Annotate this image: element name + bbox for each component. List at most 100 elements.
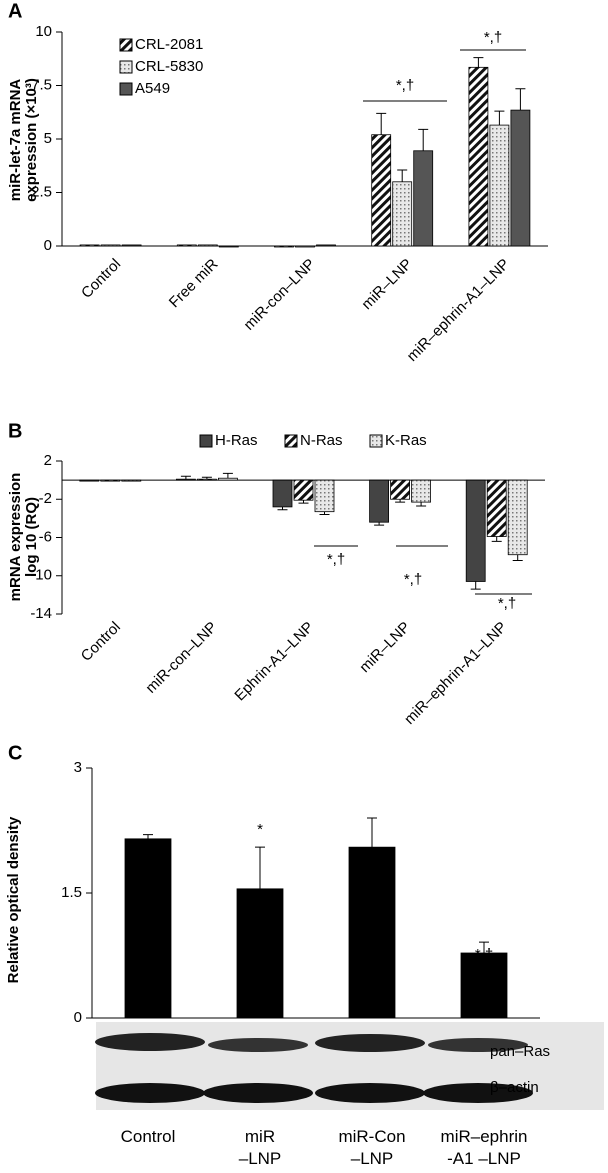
bar	[79, 244, 100, 247]
significance-label: *,†	[498, 595, 516, 612]
bar	[486, 479, 507, 537]
bar	[293, 479, 314, 501]
x-tick-label: miR–LNP	[358, 256, 415, 313]
error-bar	[479, 941, 489, 953]
y-tick-label: 0	[74, 1009, 82, 1026]
error-bar	[374, 522, 385, 526]
x-tick-label: Control	[78, 256, 124, 302]
x-tick-label: miR-Con –LNP	[338, 1127, 406, 1168]
bar	[392, 181, 413, 247]
error-bar	[277, 506, 288, 511]
bar	[217, 477, 238, 481]
bar	[316, 244, 336, 247]
bar	[413, 150, 434, 247]
error-bar	[298, 500, 309, 504]
bar	[295, 245, 315, 248]
error-bar	[376, 112, 387, 135]
bar	[468, 66, 489, 247]
significance-label: *,†	[475, 946, 493, 963]
bar	[465, 479, 486, 582]
error-bar	[255, 846, 265, 889]
y-tick-label: 3	[74, 759, 82, 776]
x-tick-label: miR-con–LNP	[241, 256, 319, 334]
y-tick-label: 5	[44, 130, 52, 147]
error-bar	[395, 499, 406, 503]
bar	[100, 479, 121, 482]
significance-label: *,†	[396, 77, 414, 94]
legend-label: N-Ras	[300, 432, 343, 449]
legend-label: H-Ras	[215, 432, 258, 449]
bar	[100, 244, 121, 247]
bar	[236, 888, 284, 1019]
x-tick-label: miR–ephrin -A1 –LNP	[440, 1127, 528, 1168]
bar	[507, 479, 528, 556]
x-tick-label: miR-con–LNP	[142, 619, 220, 697]
bar	[390, 479, 411, 500]
bar	[176, 244, 197, 247]
bar	[371, 134, 392, 247]
panel-letter: A	[8, 0, 22, 22]
y-tick-label: -2	[39, 490, 52, 507]
x-tick-label: miR–ephrin-A1–LNP	[401, 619, 510, 728]
x-tick-label: Free miR	[166, 255, 222, 311]
legend-swatch	[369, 434, 383, 448]
legend-swatch	[119, 82, 133, 96]
legend-swatch	[119, 60, 133, 74]
x-tick-label: Control	[120, 1127, 176, 1146]
y-tick-label: 10	[35, 23, 52, 40]
error-bar	[494, 110, 505, 126]
y-axis-label: log 10 (RQ)	[23, 497, 40, 577]
bar	[411, 479, 432, 503]
y-axis-label: Relative optical density	[5, 816, 22, 983]
y-tick-label: -10	[30, 567, 52, 584]
x-tick-label: Ephrin-A1–LNP	[231, 619, 317, 705]
error-bar	[143, 834, 153, 839]
blot-label: β–actin	[490, 1079, 539, 1096]
error-bar	[397, 169, 408, 182]
y-tick-label: -6	[39, 528, 52, 545]
bar	[79, 479, 100, 482]
y-axis-label: expression (×10³)	[23, 78, 40, 202]
y-tick-label: 7.5	[31, 76, 52, 93]
bar	[197, 244, 218, 247]
error-bar	[512, 554, 523, 561]
error-bar	[418, 128, 429, 151]
x-tick-label: miR–ephrin-A1–LNP	[404, 256, 513, 365]
bar	[121, 479, 142, 482]
legend-label: CRL-5830	[135, 58, 203, 75]
error-bar	[319, 511, 330, 516]
y-tick-label: 0	[44, 237, 52, 254]
x-tick-label: miR–LNP	[356, 619, 413, 676]
legend-swatch	[284, 434, 298, 448]
error-bar	[201, 476, 212, 480]
error-bar	[515, 88, 526, 111]
y-axis-label: miR-let-7a mRNA	[7, 79, 24, 202]
bar	[348, 846, 396, 1019]
legend-label: K-Ras	[385, 432, 427, 449]
significance-label: *,†	[484, 29, 502, 46]
y-tick-label: 2.5	[31, 183, 52, 200]
legend-swatch	[199, 434, 213, 448]
legend-label: A549	[135, 80, 170, 97]
error-bar	[491, 536, 502, 542]
bar	[218, 245, 239, 248]
error-bar	[367, 817, 377, 848]
y-tick-label: -14	[30, 605, 52, 622]
blot-label: pan–Ras	[490, 1043, 550, 1060]
bar	[489, 124, 510, 247]
significance-label: *	[257, 821, 263, 838]
significance-label: *,†	[404, 571, 422, 588]
bar	[369, 479, 390, 523]
legend-swatch	[119, 38, 133, 52]
y-tick-label: 1.5	[61, 884, 82, 901]
significance-label: *,†	[327, 551, 345, 568]
panel-letter: B	[8, 420, 22, 442]
error-bar	[473, 57, 484, 68]
bar	[121, 244, 142, 247]
bar	[510, 109, 531, 247]
y-tick-label: 2	[44, 452, 52, 469]
y-axis-label: mRNA expression	[7, 473, 24, 602]
bar	[272, 479, 293, 508]
bar	[274, 245, 294, 248]
